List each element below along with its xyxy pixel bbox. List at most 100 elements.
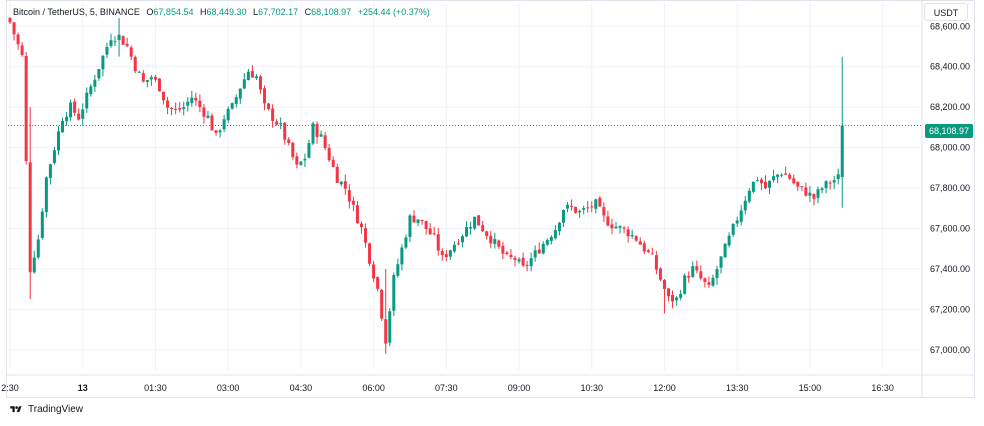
candle-body <box>586 207 590 209</box>
candle-body <box>428 228 432 235</box>
candle-body <box>85 92 89 109</box>
x-tick-label: 16:30 <box>871 383 894 393</box>
candle-body <box>408 215 412 237</box>
time-axis[interactable]: 2:30 13 01:30 03:00 04:30 06:00 07:30 09:00 10:3… <box>1 374 975 393</box>
candle-body <box>598 197 602 207</box>
candle-body <box>751 181 755 192</box>
candle-body <box>351 200 355 205</box>
candle-body <box>307 143 311 158</box>
candle-body <box>153 76 157 80</box>
candle-body <box>214 130 218 133</box>
price-axis[interactable]: 67,000.00 67,200.00 67,400.00 67,600.00 67,8… <box>921 0 970 398</box>
candle-body <box>384 319 388 344</box>
candle-body <box>768 180 772 188</box>
candle-body <box>836 174 840 179</box>
candle-body <box>561 209 565 223</box>
candle-body <box>460 236 464 243</box>
candle-body <box>44 177 48 213</box>
candle-body <box>432 233 436 235</box>
candle-body <box>541 243 545 254</box>
candles <box>8 17 844 354</box>
candle-body <box>784 173 788 175</box>
y-tick-label: 68,600.00 <box>930 21 970 31</box>
candle-body <box>739 210 743 222</box>
x-tick-label: 10:30 <box>580 383 603 393</box>
candle-body <box>258 76 262 90</box>
candle-body <box>594 199 598 209</box>
candle-body <box>582 208 586 210</box>
y-tick-label: 67,600.00 <box>930 223 970 233</box>
tradingview-brand[interactable]: TradingView <box>8 404 83 415</box>
candle-body <box>20 45 24 56</box>
candle-body <box>174 108 178 110</box>
candle-body <box>327 147 331 161</box>
candle-body <box>238 88 242 99</box>
candle-body <box>263 88 267 104</box>
x-tick-label: 13 <box>78 383 88 393</box>
candle-body <box>755 180 759 182</box>
candle-body <box>400 247 404 265</box>
candle-body <box>157 78 161 92</box>
open-value: 67,854.54 <box>153 7 194 17</box>
candle-body <box>776 174 780 177</box>
tradingview-logo-icon <box>10 406 22 413</box>
candle-body <box>679 293 683 298</box>
x-tick-label: 03:00 <box>217 383 240 393</box>
candle-body <box>218 130 222 133</box>
candle-body <box>323 135 327 148</box>
candle-body <box>28 162 32 273</box>
candle-body <box>456 243 460 245</box>
symbol-title[interactable]: Bitcoin / TetherUS, 5, BINANCE <box>13 7 140 17</box>
y-tick-label: 68,000.00 <box>930 143 970 153</box>
candle-body <box>311 123 315 144</box>
candle-body <box>707 282 711 285</box>
candle-body <box>497 240 501 247</box>
candle-body <box>61 120 65 133</box>
candle-body <box>687 275 691 278</box>
candle-body <box>501 245 505 254</box>
candle-body <box>170 107 174 109</box>
y-tick-label: 67,200.00 <box>930 304 970 314</box>
candle-body <box>638 241 642 245</box>
candle-body <box>658 268 662 280</box>
candle-body <box>735 220 739 224</box>
candle-body <box>642 243 646 252</box>
x-tick-label: 13:30 <box>726 383 749 393</box>
candle-body <box>283 122 287 140</box>
currency-button[interactable]: USDT <box>924 3 968 21</box>
candle-body <box>234 97 238 104</box>
candle-body <box>359 223 363 228</box>
candle-body <box>824 181 828 189</box>
candle-body <box>372 264 376 279</box>
candle-body <box>52 150 56 164</box>
candle-body <box>832 180 836 183</box>
candle-body <box>610 224 614 229</box>
candle-body <box>113 41 117 43</box>
candle-body <box>723 243 727 258</box>
candle-body <box>141 73 145 82</box>
candle-body <box>448 250 452 257</box>
candle-body <box>242 79 246 89</box>
candle-body <box>299 161 303 165</box>
y-tick-label: 68,200.00 <box>930 102 970 112</box>
candle-body <box>489 235 493 244</box>
candle-body <box>287 139 291 143</box>
candle-body <box>513 257 517 260</box>
candle-body <box>347 190 351 202</box>
candle-body <box>388 311 392 343</box>
candle-body <box>77 113 81 120</box>
candle-body <box>73 101 77 113</box>
candle-body <box>566 204 570 209</box>
candle-body <box>335 166 339 183</box>
candle-body <box>250 71 254 78</box>
candle-body <box>840 125 844 177</box>
candle-body <box>465 227 469 237</box>
x-tick-label: 09:00 <box>508 383 531 393</box>
candle-body <box>715 269 719 279</box>
x-tick-label: 04:30 <box>290 383 313 393</box>
candle-body <box>763 181 767 189</box>
candle-body <box>81 109 85 119</box>
candle-body <box>574 206 578 213</box>
candle-body <box>392 275 396 311</box>
